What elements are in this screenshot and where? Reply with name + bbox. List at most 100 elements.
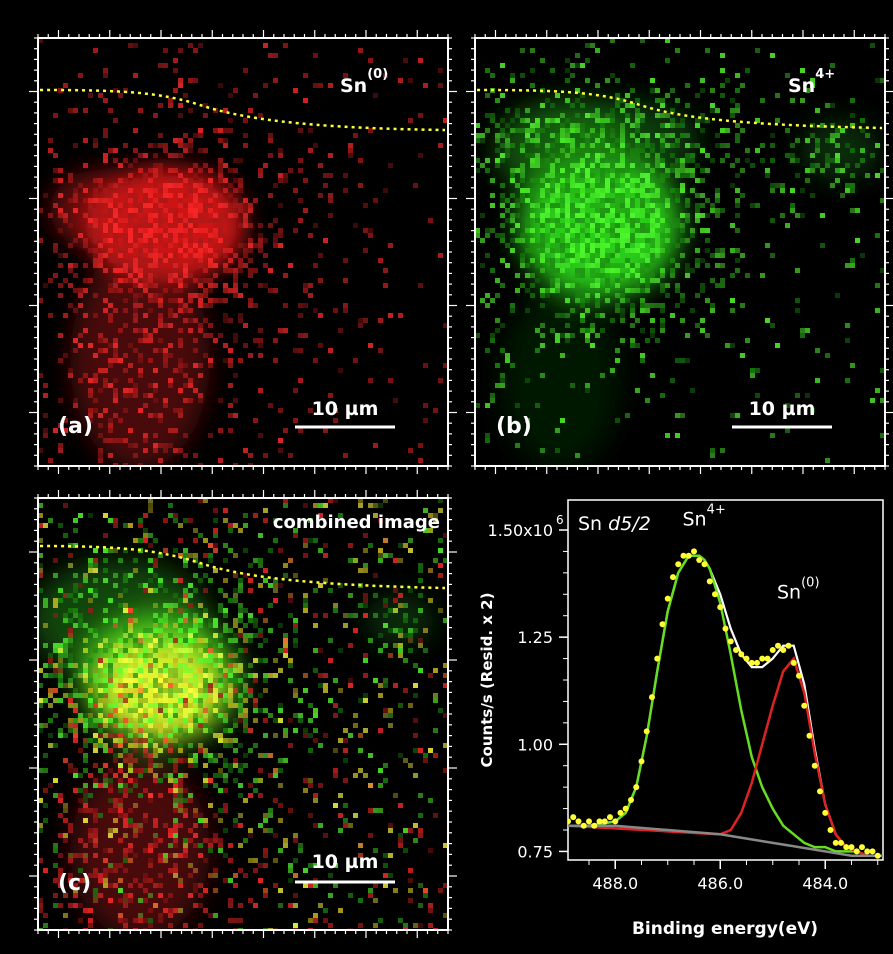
data-point	[691, 548, 697, 555]
panel-c-boundary	[39, 544, 446, 590]
data-point	[680, 552, 687, 559]
data-point	[801, 702, 808, 709]
data-point	[864, 848, 871, 855]
panel-a-label: (a)	[58, 414, 93, 439]
data-point	[654, 655, 661, 662]
x-tick-label: 488.0	[592, 874, 638, 893]
y-tick-label: 1.50x10	[488, 521, 553, 540]
panel-a: Sn(0) 10 µm (a)	[29, 30, 457, 474]
panel-b-scale-label: 10 µm	[749, 398, 816, 420]
data-point	[596, 818, 603, 825]
series-component-2	[568, 554, 883, 857]
data-point	[607, 814, 613, 821]
data-point	[717, 604, 724, 611]
data-point	[659, 621, 666, 628]
y-tick-label: 1.00	[517, 735, 553, 754]
data-point	[685, 552, 692, 559]
data-point	[764, 655, 771, 662]
data-point	[822, 809, 829, 816]
data-point	[568, 818, 571, 825]
panel-b-species: Sn4+	[788, 67, 835, 97]
data-point	[570, 814, 577, 821]
data-point	[670, 574, 676, 581]
data-point	[796, 672, 802, 679]
peak-annotation: Sn(0)	[777, 576, 820, 604]
data-point	[591, 822, 598, 829]
data-point	[706, 578, 713, 585]
data-point	[769, 647, 776, 653]
data-point	[832, 839, 839, 846]
data-point	[712, 591, 718, 598]
data-point	[628, 797, 634, 803]
data-point	[738, 651, 745, 658]
panel-c: combined image 10 µm (c)	[29, 490, 457, 938]
data-point	[575, 818, 582, 825]
data-point	[785, 642, 792, 649]
panel-c-title: combined image	[273, 512, 440, 533]
panel-a-ticks	[29, 30, 457, 474]
data-point	[754, 659, 760, 666]
chart-title: Sn d5/2	[578, 513, 651, 535]
data-point	[759, 655, 766, 662]
panel-b-ticks	[466, 30, 893, 474]
y-tick-label: 0.75	[517, 842, 553, 861]
data-point	[638, 758, 645, 765]
panel-a-species: Sn(0)	[340, 67, 388, 97]
data-point	[701, 561, 708, 568]
panel-c-label: (c)	[58, 871, 91, 896]
panel-a-scale-label: 10 µm	[312, 398, 379, 420]
y-axis-label: Counts/s (Resid. x 2)	[478, 593, 496, 768]
data-point	[617, 809, 624, 816]
panel-b-label: (b)	[496, 414, 532, 439]
data-point	[775, 642, 781, 649]
data-point	[859, 844, 865, 851]
data-point	[817, 788, 823, 795]
data-point	[633, 784, 640, 791]
plot-frame	[567, 499, 884, 861]
data-point	[827, 827, 834, 833]
data-point	[643, 728, 650, 735]
data-point	[838, 839, 844, 846]
data-point	[848, 844, 855, 851]
panel-b-boundary	[476, 88, 883, 130]
data-point	[612, 818, 619, 825]
data-point	[869, 848, 876, 855]
data-point	[675, 561, 682, 568]
data-point	[780, 647, 787, 653]
x-tick-label: 484.0	[802, 874, 848, 893]
data-point	[727, 638, 734, 645]
data-point	[664, 595, 671, 602]
data-point	[790, 659, 797, 666]
panel-c-ticks	[29, 490, 457, 938]
data-point	[601, 818, 608, 825]
data-point	[722, 625, 729, 632]
data-point	[811, 762, 818, 769]
data-point	[649, 694, 655, 701]
panel-a-map	[38, 38, 448, 466]
y-tick-label: 1.25	[517, 628, 553, 647]
series-background	[568, 824, 883, 857]
data-point	[622, 805, 629, 812]
peak-annotation: Sn4+	[683, 503, 726, 531]
data-point	[874, 852, 881, 859]
plot-series	[568, 548, 883, 859]
data-point	[806, 732, 813, 739]
x-axis-label: Binding energy(eV)	[632, 919, 818, 939]
data-point	[743, 655, 750, 662]
panel-c-map	[38, 498, 448, 930]
y-exponent: 6	[556, 513, 564, 527]
panel-b-map	[475, 38, 885, 466]
data-point	[853, 848, 860, 855]
data-point	[843, 844, 850, 851]
data-point	[580, 822, 587, 829]
data-point	[696, 557, 703, 563]
data-point	[733, 647, 739, 653]
data-point	[748, 659, 755, 666]
panel-a-boundary	[39, 88, 446, 132]
panel-c-scale-label: 10 µm	[312, 851, 379, 873]
x-tick-label: 486.0	[697, 874, 743, 893]
panel-b: Sn4+ 10 µm (b)	[466, 30, 893, 474]
